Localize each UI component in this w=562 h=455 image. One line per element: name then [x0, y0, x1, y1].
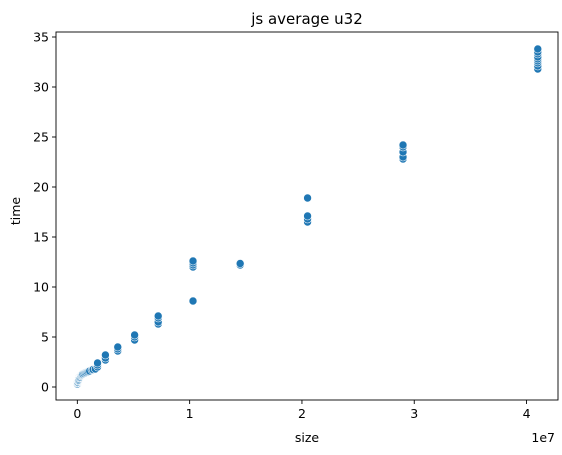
data-point — [533, 44, 543, 54]
x-tick-label: 1 — [186, 406, 194, 421]
data-point — [113, 342, 123, 352]
data-point — [235, 259, 245, 268]
x-axis-label: size — [295, 430, 320, 445]
data-point — [303, 193, 312, 203]
y-axis-label: time — [8, 197, 23, 226]
data-points — [73, 44, 543, 389]
x-tick-label: 2 — [298, 406, 306, 421]
y-axis: 0 5 10 15 20 25 30 35 — [33, 30, 56, 395]
x-axis: 0 1 2 3 4 — [73, 400, 531, 421]
y-tick-label: 25 — [33, 130, 49, 145]
x-tick-label: 0 — [73, 406, 81, 421]
data-point — [93, 358, 102, 368]
x-tick-label: 4 — [523, 406, 531, 421]
x-tick-label: 3 — [410, 406, 418, 421]
data-point — [303, 211, 312, 221]
data-point — [101, 350, 110, 360]
data-point — [130, 330, 139, 340]
data-point — [188, 296, 198, 306]
data-point — [188, 256, 198, 266]
plot-frame — [55, 31, 559, 401]
data-point — [398, 140, 408, 150]
data-point — [153, 311, 163, 321]
y-tick-label: 20 — [33, 180, 49, 195]
x-axis-offset-label: 1e7 — [531, 430, 555, 445]
y-tick-label: 15 — [33, 230, 49, 245]
y-tick-label: 35 — [33, 30, 49, 45]
y-tick-label: 0 — [41, 380, 49, 395]
y-tick-label: 30 — [33, 80, 49, 95]
plot-area — [55, 31, 559, 401]
y-tick-label: 5 — [41, 330, 49, 345]
chart-title: js average u32 — [250, 10, 363, 28]
y-tick-label: 10 — [33, 280, 49, 295]
